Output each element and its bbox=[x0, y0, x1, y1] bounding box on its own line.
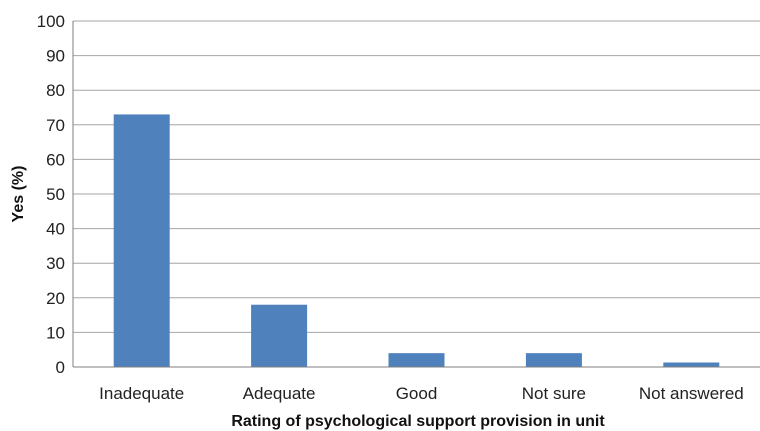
x-tick-label: Not sure bbox=[522, 384, 586, 403]
x-axis-title: Rating of psychological support provisio… bbox=[231, 413, 605, 430]
bar-not-answered bbox=[663, 362, 720, 367]
x-category-labels: Inadequate Adequate Good Not sure Not answer… bbox=[99, 384, 744, 403]
y-tick-label: 70 bbox=[46, 116, 65, 135]
gridlines bbox=[73, 20, 760, 333]
y-tick-label: 90 bbox=[46, 47, 65, 66]
bar-inadequate bbox=[113, 114, 170, 367]
bar-adequate bbox=[251, 304, 308, 367]
bar-good bbox=[388, 353, 445, 367]
bar-not-sure bbox=[525, 353, 582, 367]
y-tick-label: 60 bbox=[46, 150, 65, 169]
y-tick-label: 30 bbox=[46, 254, 65, 273]
y-tick-label: 0 bbox=[56, 358, 65, 377]
y-tick-label: 10 bbox=[46, 323, 65, 342]
x-tick-label: Not answered bbox=[639, 384, 744, 403]
y-tick-labels: 0 10 20 30 40 50 60 70 80 90 100 bbox=[37, 12, 65, 377]
y-tick-label: 40 bbox=[46, 220, 65, 239]
y-tick-label: 20 bbox=[46, 289, 65, 308]
x-tick-label: Adequate bbox=[243, 384, 316, 403]
y-tick-label: 100 bbox=[37, 12, 65, 31]
y-tick-label: 50 bbox=[46, 185, 65, 204]
x-tick-label: Inadequate bbox=[99, 384, 184, 403]
y-axis-title: Yes (%) bbox=[10, 166, 27, 223]
bars bbox=[113, 114, 720, 367]
y-tick-label: 80 bbox=[46, 81, 65, 100]
x-tick-label: Good bbox=[396, 384, 438, 403]
